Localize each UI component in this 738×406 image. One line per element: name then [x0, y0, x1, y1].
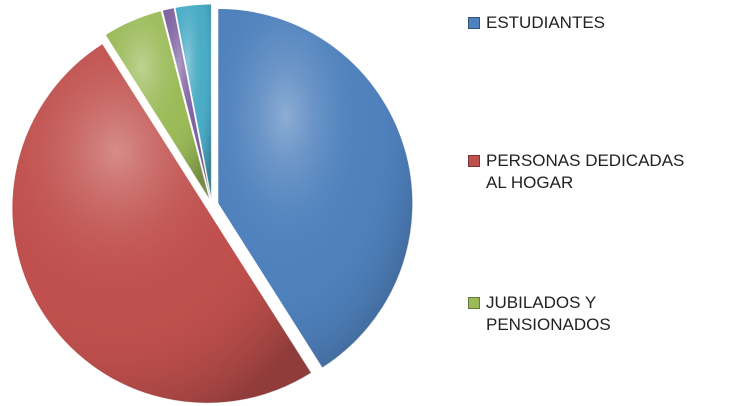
legend-label: PERSONAS DEDICADAS AL HOGAR — [486, 151, 685, 192]
legend-entry: ESTUDIANTES — [468, 12, 708, 34]
legend-swatch — [468, 155, 480, 167]
legend-swatch — [468, 17, 480, 29]
legend-label: JUBILADOS Y PENSIONADOS — [486, 293, 611, 334]
legend-entry: PERSONAS DEDICADAS AL HOGAR — [468, 150, 708, 194]
legend-swatch — [468, 297, 480, 309]
legend-entry: JUBILADOS Y PENSIONADOS — [468, 292, 708, 336]
pie-area — [11, 3, 414, 404]
legend-label: ESTUDIANTES — [486, 13, 606, 32]
